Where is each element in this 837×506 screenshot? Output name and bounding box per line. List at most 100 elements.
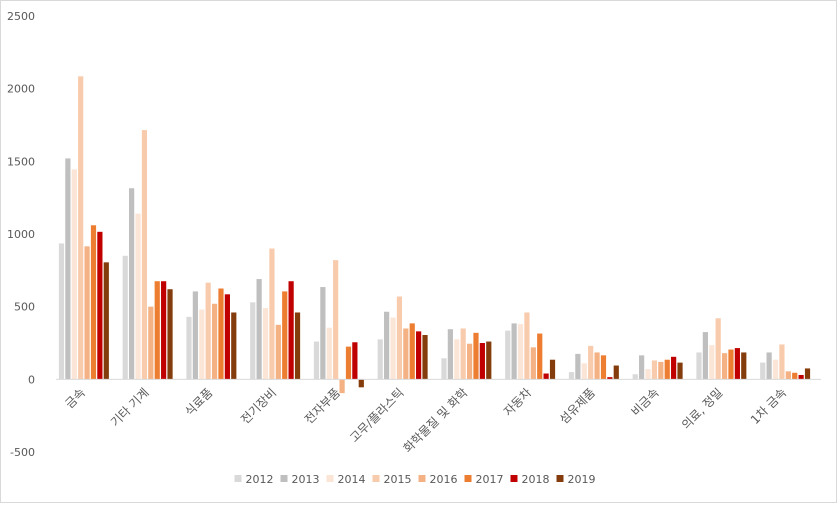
bar-2015 [651,360,658,380]
bar-2013 [129,188,135,380]
x-tick-label: 금속 [62,386,88,412]
bar-2016 [339,379,345,394]
bar-2012 [505,330,511,380]
bar-2019 [231,312,237,380]
bar-2018 [798,374,804,380]
bar-2014 [517,324,524,380]
bar-2014 [199,309,205,380]
bar-2016 [84,246,90,380]
bar-2017 [154,281,160,380]
bar-2015 [205,282,211,380]
x-tick-label: 식료품 [182,386,215,419]
bar-2019 [804,368,811,380]
bar-2013 [192,291,198,380]
x-tick-label: 1차 금속 [748,386,789,427]
bar-2014 [454,339,460,380]
bar-2017 [345,346,352,380]
bar-2016 [721,353,728,380]
bar-2012 [377,339,383,380]
bar-2013 [384,311,390,380]
bar-2016 [403,328,409,380]
bar-2018 [224,294,230,380]
bar-2012 [441,358,447,380]
y-tick-label: 500 [14,301,35,314]
legend-swatch-2015 [372,475,380,482]
bar-2013 [65,158,71,380]
legend-swatch-2017 [464,475,472,482]
x-tick-label: 기타 기계 [108,386,152,430]
legend-label-2019: 2019 [568,473,596,486]
legend-swatch-2014 [326,475,334,482]
x-tick-label: 전기장비 [238,386,279,427]
x-tick-label: 고무/플라스틱 [347,386,407,446]
bar-2014 [135,213,141,380]
bar-2018 [607,377,613,380]
bar-2019 [294,312,301,380]
bar-2017 [282,291,288,380]
bar-2015 [396,296,403,380]
bar-2016 [530,347,536,380]
bar-2013 [639,355,645,380]
bar-2014 [581,363,587,380]
bar-2013 [511,323,517,380]
bar-2015 [78,76,84,380]
bar-2012 [122,255,128,380]
y-tick-label: -500 [10,446,35,459]
y-tick-label: 1500 [7,155,35,168]
bar-2012 [568,372,575,380]
bar-2016 [275,324,281,380]
legend-label-2014: 2014 [338,473,366,486]
bar-2016 [466,343,473,380]
bar-2015 [588,345,594,380]
bar-2013 [702,332,708,380]
bar-2019 [613,365,619,380]
bar-2013 [256,279,262,380]
legend-swatch-2018 [510,475,518,482]
y-tick-label: 2000 [7,83,35,96]
bar-2016 [211,303,218,380]
bar-2018 [97,231,103,380]
bar-2012 [313,341,320,380]
legend-label-2012: 2012 [246,473,274,486]
bar-2016 [594,352,600,380]
bar-2014 [71,169,77,380]
bar-2019 [358,379,364,388]
bar-2017 [537,333,543,380]
legend-label-2013: 2013 [292,473,320,486]
bar-2019 [549,359,556,380]
y-tick-label: 0 [28,373,35,386]
bar-2012 [760,362,766,380]
bar-2019 [486,341,492,380]
bar-2018 [416,331,422,380]
bar-2016 [658,361,664,380]
x-tick-label: 비금속 [628,386,661,419]
bar-2013 [320,287,326,380]
bar-2018 [479,343,485,380]
bar-2019 [103,262,109,380]
bar-2019 [167,289,173,380]
bar-2016 [785,371,791,380]
bar-2018 [161,281,167,380]
bar-2019 [422,335,428,380]
bar-2015 [460,328,466,380]
bar-2017 [728,349,734,380]
bar-2012 [250,302,256,380]
bar-2015 [524,312,530,380]
bar-2018 [543,373,549,380]
bar-2012 [186,316,192,380]
bar-2014 [645,369,651,380]
x-tick-label: 자동차 [501,386,534,419]
bar-2018 [288,281,294,380]
bar-2014 [772,359,779,380]
legend-label-2015: 2015 [384,473,412,486]
bar-2017 [90,225,97,380]
bar-2013 [447,329,453,380]
bar-2017 [600,355,607,380]
bar-2018 [734,348,740,380]
bar-2015 [141,130,148,380]
bar-2019 [677,362,683,380]
bar-2015 [333,260,339,380]
legend-swatch-2013 [280,475,288,482]
